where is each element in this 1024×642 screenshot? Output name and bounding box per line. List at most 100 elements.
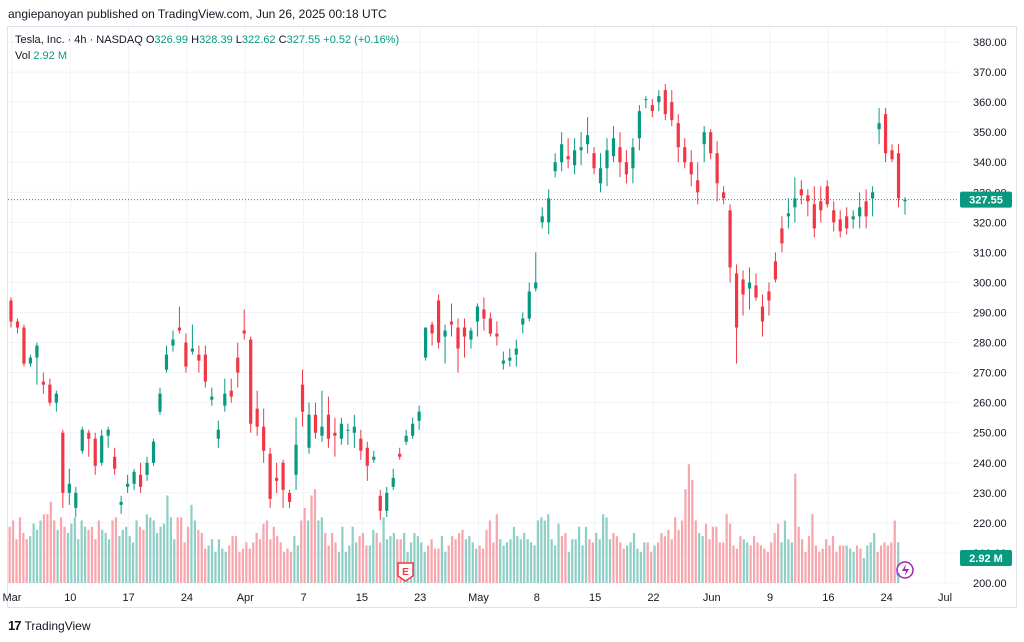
date-tick-label: Mar (3, 592, 22, 604)
price-tick-label: 230.00 (973, 488, 1007, 500)
price-tick-label: 350.00 (973, 127, 1007, 139)
volume-bar (221, 548, 224, 583)
volume-bar (272, 526, 275, 583)
volume-bar (125, 526, 128, 583)
candle-body (676, 123, 680, 148)
volume-bar (313, 489, 317, 583)
volume-bar (234, 536, 238, 583)
volume-bar (770, 542, 773, 583)
volume-bar (553, 545, 557, 583)
earnings-badge-icon (397, 562, 414, 582)
volume-bar (193, 520, 196, 583)
volume-bar (842, 545, 845, 583)
brand-name[interactable]: TradingView (24, 619, 91, 633)
volume-bar (238, 551, 241, 583)
volume-bar (612, 533, 615, 583)
symbol-legend: Tesla, Inc. · 4h · NASDAQ O326.99 H328.3… (15, 32, 399, 64)
candle-body (74, 492, 78, 508)
volume-bar (691, 479, 694, 583)
volume-bar (303, 508, 306, 583)
volume-bar (523, 533, 526, 583)
volume-bar (505, 542, 509, 583)
volume-bar (451, 536, 454, 583)
volume-bar (845, 545, 848, 583)
volume-bar (636, 548, 639, 583)
volume-bar (739, 536, 742, 583)
volume-bar (557, 523, 560, 583)
volume-bar (396, 539, 399, 583)
volume-bar (324, 533, 327, 583)
volume-bar (526, 539, 529, 583)
price-tick-label: 280.00 (973, 338, 1007, 350)
volume-bar (444, 551, 447, 583)
volume-bar (787, 539, 790, 583)
tradingview-logo-icon[interactable]: 17 (8, 618, 22, 633)
candle-body (631, 147, 635, 169)
volume-bar (430, 539, 433, 583)
volume-bar (214, 551, 217, 583)
volume-bar (869, 542, 872, 583)
candle-body (611, 138, 616, 157)
symbol-label[interactable]: Tesla, Inc. · 4h · NASDAQ (15, 34, 143, 46)
volume-bar (838, 545, 841, 583)
volume-bar (653, 545, 656, 583)
candle-body (845, 216, 849, 229)
candle-body (903, 199, 907, 202)
candle-body (825, 186, 829, 205)
candle-body (126, 483, 130, 487)
candle-body (119, 501, 123, 505)
volume-bar (567, 551, 570, 583)
volume-bar (39, 520, 42, 583)
price-tick-label: 270.00 (973, 368, 1007, 380)
volume-bar (365, 545, 368, 583)
volume-bar (687, 464, 691, 583)
candle-body (573, 150, 577, 166)
volume-bar (512, 526, 516, 583)
volume-bar (722, 542, 725, 583)
volume-bar (437, 548, 440, 583)
candle-body (287, 492, 292, 502)
date-tick-label: Jul (938, 592, 952, 604)
candle-body (236, 357, 240, 373)
candle-body (242, 330, 246, 334)
volume-bar (766, 551, 769, 583)
candle-body (832, 210, 836, 223)
candle-body (553, 162, 557, 172)
candle-body (618, 147, 622, 163)
candle-body (793, 198, 797, 208)
candle-body (203, 354, 207, 382)
candle-body (197, 354, 201, 361)
candle-body (754, 285, 758, 298)
chart-frame (7, 26, 1017, 608)
candle-body (722, 192, 726, 199)
candle-body (300, 384, 305, 412)
volume-bar (602, 514, 605, 583)
candle-body (560, 144, 564, 163)
date-tick-label: 10 (64, 592, 76, 604)
candle-body (877, 123, 881, 130)
volume-bar (670, 539, 673, 583)
publisher-line: angiepanoyan published on TradingView.co… (8, 7, 387, 21)
volume-bar (529, 542, 533, 583)
candle-body (378, 495, 382, 511)
candle-body (54, 393, 58, 403)
volume-bar (485, 529, 488, 583)
volume-bar (516, 536, 519, 583)
volume-bar (317, 520, 320, 583)
candle-body (741, 279, 745, 295)
volume-bar (550, 539, 553, 583)
volume-bar (107, 539, 111, 583)
volume-bar (66, 533, 70, 583)
volume-bar (790, 542, 793, 583)
candle-body (579, 147, 583, 151)
volume-bar (536, 520, 540, 583)
volume-bar (413, 533, 416, 583)
candle-body (294, 444, 298, 475)
volume-bar (104, 533, 107, 583)
volume-bar (310, 495, 313, 583)
volume-bar (416, 536, 419, 583)
volume-bar (752, 536, 756, 583)
volume-bar (588, 539, 591, 583)
candle-body (540, 216, 544, 223)
